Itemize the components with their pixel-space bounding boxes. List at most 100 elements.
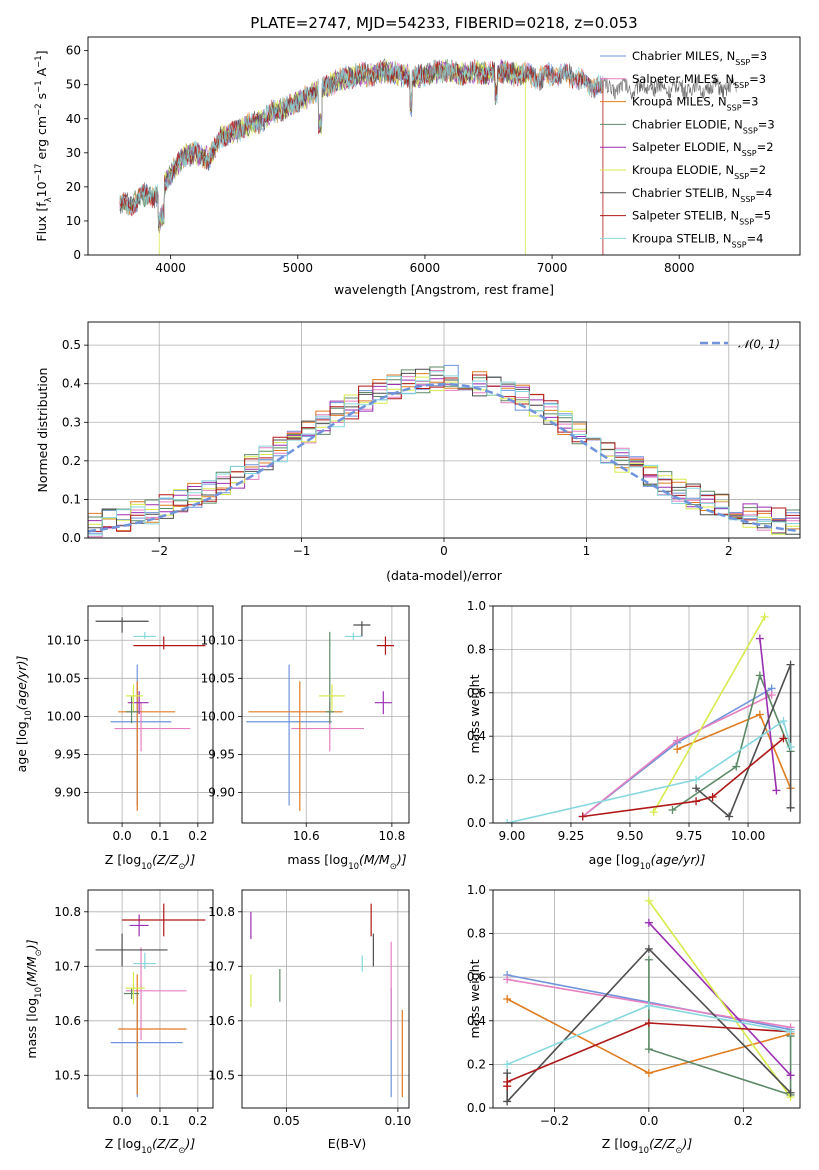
weight-marker <box>786 1071 795 1080</box>
x-tick-label: 0 <box>440 544 448 558</box>
EBV-mass-frame <box>241 889 410 1109</box>
x-tick-label: 5000 <box>283 261 314 275</box>
y-tick-label: 10.10 <box>47 633 81 647</box>
legend-entry: Salpeter MILES, NSSP=3 <box>632 72 766 90</box>
legend-entry: Chabrier STELIB, NSSP=4 <box>632 186 772 204</box>
weight-line-8 <box>507 719 792 823</box>
x-axis-label: wavelength [Angstrom, rest frame] <box>334 282 554 297</box>
errorbar-point-3 <box>123 988 140 999</box>
Z-mass-frame <box>87 889 214 1109</box>
weight-marker <box>786 1088 795 1097</box>
errorbar-point-2 <box>118 681 176 811</box>
y-tick-label: 10.7 <box>208 959 235 973</box>
y-tick-label: 1.0 <box>467 599 486 613</box>
Z-weight-frame <box>492 889 801 1109</box>
x-tick-label: 9.25 <box>558 829 585 843</box>
y-tick-label: 0.4 <box>62 377 81 391</box>
weight-marker <box>644 1069 653 1078</box>
y-tick-label: 9.95 <box>54 747 81 761</box>
weight-marker <box>708 792 717 801</box>
weight-line-7 <box>582 737 785 818</box>
errorbar-point-4 <box>374 691 392 715</box>
weight-marker <box>503 1077 512 1086</box>
age-weight-plot-area <box>503 612 795 823</box>
gaussian-curve <box>88 382 800 533</box>
x-tick-label: 0.0 <box>113 829 132 843</box>
y-tick-label: 0.3 <box>62 415 81 429</box>
weight-marker <box>779 717 788 726</box>
y-tick-label: 60 <box>66 44 81 58</box>
y-axis-label: age [log10(age/yr)] <box>14 656 34 773</box>
residuals-axes: −2 −1 0 1 2 0.0 0.1 0.2 0.3 0.4 0.5 <box>62 321 801 558</box>
Z-weight-plot-area <box>503 896 795 1106</box>
x-tick-label: 0.2 <box>734 1114 753 1128</box>
y-tick-label: 0 <box>73 248 81 262</box>
legend-entry: Chabrier ELODIE, NSSP=3 <box>632 117 775 135</box>
y-tick-label: 0.8 <box>467 642 486 656</box>
weight-marker <box>755 671 764 680</box>
weight-marker <box>755 634 764 643</box>
errorbar-point-7 <box>122 903 206 937</box>
Z-mass-plot-area <box>95 903 206 1098</box>
x-axis-label: Z [log10(Z/Z⊙)] <box>105 852 196 872</box>
weight-marker <box>649 808 658 817</box>
weight-marker <box>692 775 701 784</box>
errorbar-point-0 <box>246 664 332 806</box>
weight-line-3 <box>672 672 792 811</box>
y-tick-label: 9.95 <box>208 747 235 761</box>
y-tick-label: 50 <box>66 78 81 92</box>
errorbar-point-4 <box>129 914 149 937</box>
errorbar-point-7 <box>376 636 395 655</box>
EBV-mass-plot-area <box>250 903 403 1098</box>
weight-marker <box>644 1045 653 1054</box>
errorbar-point-6 <box>353 621 371 637</box>
weight-marker <box>503 995 512 1003</box>
x-axis-label: age [log10(age/yr)] <box>589 852 706 872</box>
y-tick-label: 0.2 <box>62 454 81 468</box>
chart-title: PLATE=2747, MJD=54233, FIBERID=0218, z=0… <box>250 14 637 32</box>
weight-marker <box>503 975 512 984</box>
y-tick-label: 10.00 <box>201 709 235 723</box>
legend-entry: Salpeter STELIB, NSSP=5 <box>632 209 771 227</box>
x-tick-label: 10.8 <box>379 829 406 843</box>
histogram-8 <box>88 371 800 537</box>
y-tick-label: 0.8 <box>467 927 486 941</box>
x-tick-label: 9.50 <box>617 829 644 843</box>
x-tick-label: 10.6 <box>293 829 320 843</box>
y-axis-label: Normed distribution <box>35 368 50 493</box>
y-tick-label: 0.6 <box>467 686 486 700</box>
x-axis-label: Z [log10(Z/Z⊙)] <box>105 1136 196 1156</box>
errorbar-point-1 <box>125 947 187 1040</box>
spectrum-line-8 <box>119 59 604 226</box>
y-tick-label: 0.6 <box>467 970 486 984</box>
weight-marker <box>725 812 734 821</box>
errorbar-point-5 <box>125 684 143 712</box>
weight-marker <box>644 896 653 905</box>
x-axis-label: Z [log10(Z/Z⊙)] <box>602 1136 693 1156</box>
x-tick-label: 6000 <box>410 261 441 275</box>
x-tick-label: 0.0 <box>639 1114 658 1128</box>
x-tick-label: 0.10 <box>385 1114 412 1128</box>
weight-marker <box>644 918 653 927</box>
y-tick-label: 10.6 <box>208 1014 235 1028</box>
x-tick-label: 4000 <box>155 261 186 275</box>
y-tick-label: 10.8 <box>54 905 81 919</box>
x-tick-label: 8000 <box>664 261 695 275</box>
weight-marker <box>503 819 512 823</box>
errorbar-point-2 <box>118 974 187 1095</box>
x-tick-label: 9.75 <box>676 829 703 843</box>
weight-line-6 <box>695 664 792 818</box>
y-axis-label: Flux [fλ10−17 erg cm−2 s−1 A−1] <box>34 50 54 241</box>
y-tick-label: 10.5 <box>208 1068 235 1082</box>
mass-age-axes: 10.6 10.8 9.90 9.95 10.00 10.05 10.10 <box>201 605 410 843</box>
y-tick-label: 10.5 <box>54 1068 81 1082</box>
errorbar-point-0 <box>110 988 183 1098</box>
residuals-plot-area <box>88 364 800 538</box>
errorbar-point-5 <box>125 971 145 1005</box>
weight-marker <box>578 812 587 821</box>
errorbar-point-2 <box>248 681 343 811</box>
spectrum-plot-area <box>119 58 737 255</box>
spectrum-line-2 <box>119 59 604 227</box>
age-weight-axes: 9.00 9.25 9.50 9.75 10.00 0.0 0.2 0.4 0.6 0.8 1.0 <box>467 599 801 843</box>
